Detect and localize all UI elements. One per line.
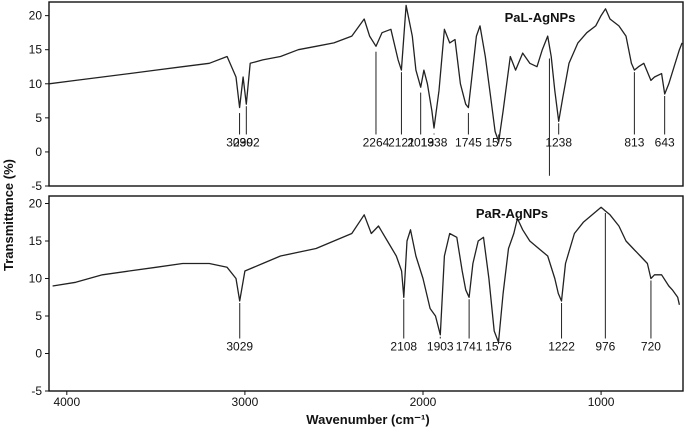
y-tick-label: -5 (31, 179, 42, 193)
peak-label: 2013 (407, 135, 434, 149)
x-axis-title: Wavenumber (cm⁻¹) (306, 412, 429, 427)
y-tick-label: 0 (35, 145, 42, 159)
peak-label: 1576 (485, 340, 512, 354)
plot-frame (48, 195, 684, 392)
y-tick-label: 15 (29, 43, 43, 57)
x-tick-label: 1000 (588, 395, 615, 409)
peak-label: 2264 (363, 135, 390, 149)
x-axis: 4000 3000 2000 1000 (53, 391, 615, 409)
y-axis-title: Transmittance (%) (1, 159, 16, 271)
plot-frame (48, 1, 684, 187)
spectrum-line (52, 206, 681, 343)
peak-label: 1938 (421, 135, 448, 149)
spectrum-line (48, 4, 683, 143)
x-tick-label: 3000 (232, 395, 259, 409)
peak-label: 720 (641, 340, 661, 354)
peak-label: 976 (595, 340, 615, 354)
peak-label: 643 (655, 135, 675, 149)
x-tick-label: 4000 (53, 395, 80, 409)
peak-label: 1903 (427, 340, 454, 354)
peak-label: 1575 (485, 135, 512, 149)
y-tick-label: 10 (29, 77, 43, 91)
peak-label: 1741 (456, 340, 483, 354)
peak-label: 3030 (226, 135, 253, 149)
peak-label: 1745 (455, 135, 482, 149)
y-tick-label: 20 (29, 197, 43, 211)
panel-par-agnps: -5 0 5 10 15 20 3029 2108 1903 1741 1576 1222 976 720… (29, 195, 684, 398)
panel-title: PaR-AgNPs (476, 206, 548, 221)
panel-title: PaL-AgNPs (505, 10, 576, 25)
y-tick-label: 5 (35, 111, 42, 125)
y-tick-label: 10 (29, 272, 43, 286)
peak-label: 2108 (390, 340, 417, 354)
peak-label: 1222 (548, 340, 575, 354)
y-tick-label: 5 (35, 309, 42, 323)
y-tick-label: -5 (31, 384, 42, 398)
peak-label: 2121 (388, 135, 415, 149)
y-tick-label: 15 (29, 234, 43, 248)
peak-label: 2992 (233, 135, 260, 149)
peak-label: 3029 (226, 340, 253, 354)
y-tick-label: 0 (35, 347, 42, 361)
peak-label: 1238 (545, 135, 572, 149)
peak-label: 813 (624, 135, 644, 149)
y-tick-label: 20 (29, 9, 43, 23)
x-tick-label: 2000 (410, 395, 437, 409)
